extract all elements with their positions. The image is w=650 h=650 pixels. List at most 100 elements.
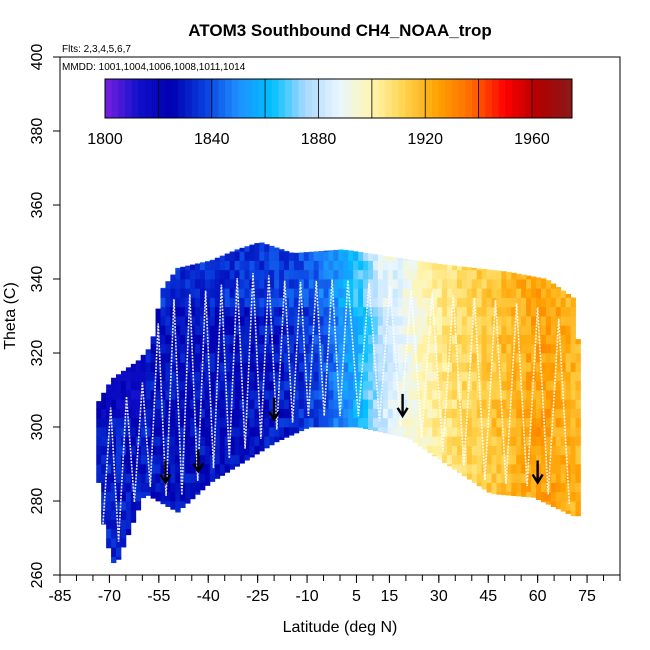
flight-track — [102, 273, 571, 542]
heat-cell — [471, 362, 478, 372]
heat-cell — [531, 454, 537, 465]
heat-cell — [323, 269, 329, 280]
heat-cell — [254, 436, 260, 446]
heat-cell — [195, 334, 201, 345]
heat-cell — [545, 445, 552, 456]
heat-cell — [244, 343, 250, 354]
colorbar-swatch — [411, 79, 420, 118]
heat-cell — [476, 482, 483, 487]
heat-cell — [466, 454, 473, 465]
heat-cell — [387, 256, 394, 261]
heat-cell — [288, 306, 295, 317]
heat-cell — [264, 260, 270, 271]
heat-cell — [165, 408, 171, 419]
heat-cell — [224, 399, 231, 409]
heat-cell — [511, 408, 517, 419]
heat-cell — [328, 353, 334, 363]
heat-cell — [175, 501, 181, 511]
heat-cell — [111, 473, 117, 483]
heat-cell — [293, 252, 300, 261]
heat-cell — [466, 473, 473, 480]
heat-cell — [417, 371, 423, 382]
heat-cell — [560, 316, 567, 326]
heat-cell — [437, 371, 443, 382]
heat-cell — [269, 353, 275, 363]
y-tick-label: 320 — [29, 340, 46, 367]
heat-cell — [293, 325, 300, 335]
heat-cell — [452, 399, 458, 409]
heat-cell — [565, 362, 571, 372]
colorbar-swatch — [218, 79, 226, 118]
heat-cell — [254, 353, 260, 363]
heat-cell — [190, 279, 196, 289]
heat-cell — [204, 343, 211, 354]
heat-cell — [298, 334, 305, 345]
heat-cell — [234, 399, 240, 409]
heat-cell — [466, 353, 473, 363]
colorbar-swatch — [305, 79, 313, 118]
heat-cell — [545, 362, 552, 372]
heat-cell — [506, 325, 512, 335]
heat-cell — [140, 417, 147, 428]
heat-cell — [150, 343, 156, 354]
colorbar-tick-label: 1840 — [194, 131, 230, 148]
heat-cell — [570, 390, 576, 400]
heat-cell — [180, 436, 186, 446]
heat-cell — [422, 288, 428, 298]
heat-cell — [447, 454, 453, 465]
heat-cell — [412, 325, 418, 335]
heat-cell — [209, 259, 216, 261]
heat-cell — [214, 297, 221, 308]
heat-cell — [343, 269, 349, 280]
heat-cell — [284, 417, 290, 428]
heat-cell — [540, 343, 547, 354]
heat-cell — [284, 436, 290, 438]
colorbar-swatch — [431, 79, 440, 118]
heat-cell — [343, 399, 349, 409]
heat-cell — [358, 269, 364, 280]
heat-cell — [565, 390, 571, 400]
heat-cell — [165, 334, 171, 345]
heat-cell — [432, 297, 438, 308]
heat-cell — [417, 343, 423, 354]
heat-cell — [516, 362, 522, 372]
heat-cell — [501, 491, 507, 496]
heat-cell — [175, 482, 181, 493]
heat-cell — [531, 390, 537, 400]
heat-cell — [555, 306, 562, 317]
y-tick-label: 400 — [29, 44, 46, 71]
heat-cell — [180, 266, 186, 271]
heat-cell — [422, 417, 428, 428]
colorbar-tick-label: 1920 — [407, 131, 443, 148]
heat-cell — [481, 482, 487, 490]
heat-cell — [565, 343, 571, 354]
heat-cell — [264, 279, 270, 289]
colorbar-swatch — [558, 79, 566, 118]
heat-cell — [234, 269, 240, 280]
heat-cell — [456, 408, 463, 419]
heat-cell — [318, 390, 324, 400]
heat-cell — [575, 390, 581, 400]
heat-cell — [338, 288, 344, 298]
heat-cell — [461, 288, 468, 298]
heat-cell — [125, 380, 132, 391]
heat-cell — [101, 510, 107, 520]
heat-cell — [145, 473, 151, 483]
heat-cell — [214, 334, 221, 345]
colorbar-swatch — [478, 79, 486, 118]
heat-cell — [397, 258, 403, 261]
heat-cell — [180, 334, 186, 345]
heat-cell — [234, 436, 240, 446]
heat-cell — [308, 306, 315, 317]
heat-cell — [155, 399, 161, 409]
heat-cell — [447, 325, 453, 335]
heat-cell — [481, 269, 487, 280]
heat-cell — [125, 510, 132, 520]
heat-cell — [422, 362, 428, 372]
heat-cell — [570, 510, 576, 517]
heat-cell — [372, 417, 379, 428]
heat-cell — [254, 306, 260, 317]
heat-cell — [293, 353, 300, 363]
heat-cell — [417, 316, 423, 326]
heat-cell — [200, 454, 206, 465]
